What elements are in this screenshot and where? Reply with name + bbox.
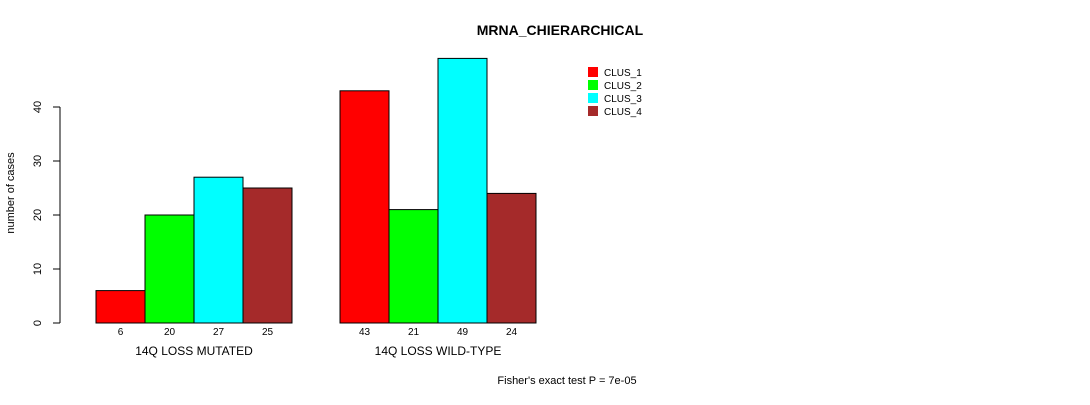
bar-clus1-2 (339, 90, 390, 324)
legend-label: CLUS_2 (604, 81, 642, 92)
bar-clus2-1 (144, 214, 195, 324)
legend-swatch (588, 106, 598, 116)
y-axis-label: number of cases (5, 152, 17, 234)
bar-clus4-1 (242, 187, 293, 324)
bar-value-label: 21 (408, 327, 420, 338)
bar-value-label: 24 (506, 327, 518, 338)
category-labels: 14Q LOSS MUTATED 14Q LOSS WILD-TYPE (135, 344, 501, 358)
legend-label: CLUS_4 (604, 107, 642, 118)
fisher-test-footnote: Fisher's exact test P = 7e-05 (497, 375, 636, 387)
bar-value-label: 49 (457, 327, 469, 338)
bar-clus3-1 (193, 176, 244, 324)
y-tick-label: 0 (32, 320, 44, 326)
bars-group (95, 57, 537, 324)
legend: CLUS_1 CLUS_2 CLUS_3 CLUS_4 (588, 67, 642, 118)
bar-clus2-2 (388, 209, 439, 324)
y-tick-label: 10 (32, 263, 44, 275)
bar-value-labels: 6 20 27 25 43 21 49 24 (118, 327, 518, 338)
legend-label: CLUS_1 (604, 68, 642, 79)
bar-value-label: 6 (118, 327, 124, 338)
legend-label: CLUS_3 (604, 94, 642, 105)
legend-swatch (588, 67, 598, 77)
bar-value-label: 20 (164, 327, 176, 338)
y-tick-label: 30 (32, 155, 44, 167)
legend-swatch (588, 93, 598, 103)
bar-clus4-2 (486, 192, 537, 324)
bar-value-label: 27 (213, 327, 225, 338)
chart-title: MRNA_CHIERARCHICAL (477, 22, 644, 38)
y-tick-label: 40 (32, 101, 44, 113)
y-tick-label: 20 (32, 209, 44, 221)
bar-value-label: 43 (359, 327, 371, 338)
y-axis: 0 10 20 30 40 (32, 101, 61, 326)
bar-clus1-1 (95, 290, 146, 324)
category-label: 14Q LOSS WILD-TYPE (375, 344, 502, 358)
category-label: 14Q LOSS MUTATED (135, 344, 253, 358)
bar-clus3-2 (437, 57, 488, 324)
bar-value-label: 25 (262, 327, 274, 338)
legend-swatch (588, 80, 598, 90)
